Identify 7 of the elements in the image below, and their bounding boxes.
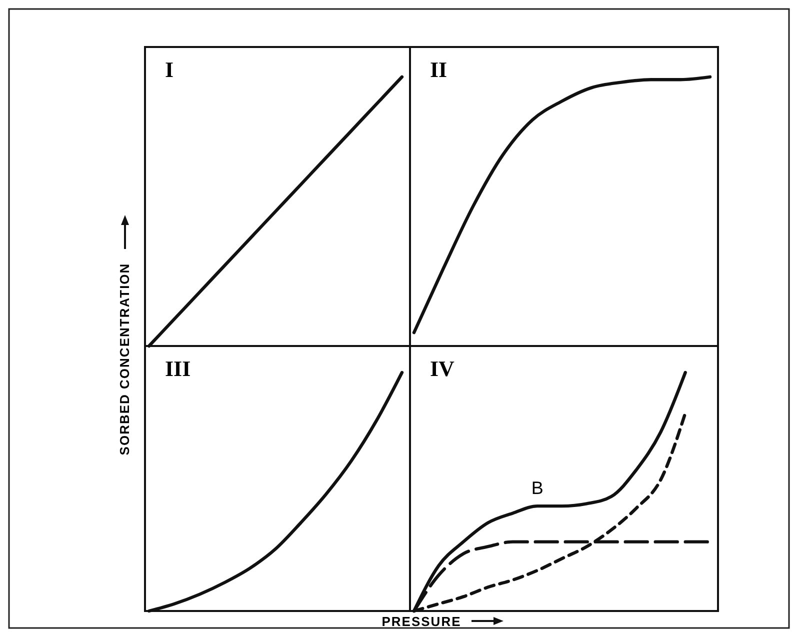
chart-title: IV [430,356,455,381]
x-axis-title: PRESSURE [382,614,462,629]
chart-title: II [430,57,448,82]
chart-title: I [165,57,174,82]
annotation: B [531,478,544,498]
y-axis-title: SORBED CONCENTRATION [117,262,132,456]
chart-title: III [165,356,191,381]
